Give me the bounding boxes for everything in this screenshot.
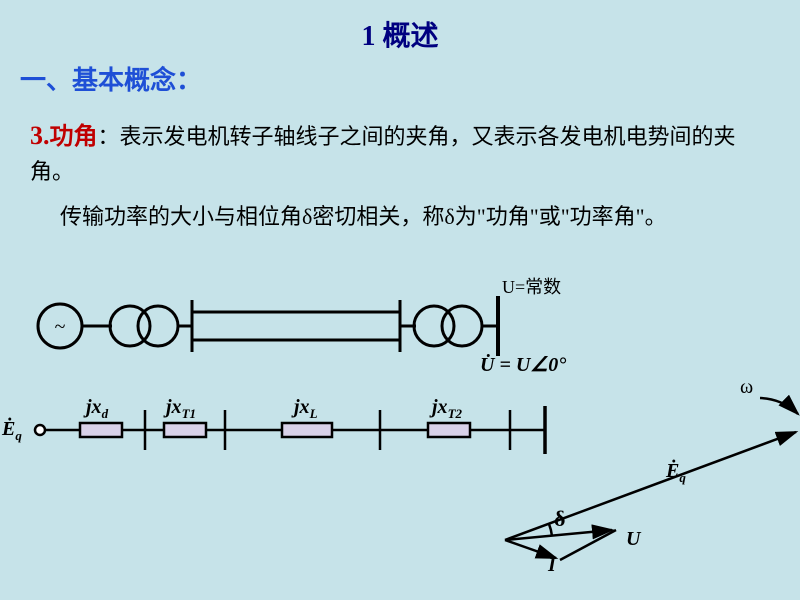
i-phasor-label: I [548,554,556,577]
delta-label: δ [554,506,565,532]
eq-phasor-label: Ėq [666,460,686,486]
omega-label: ω [740,376,753,399]
u-phasor-label: U [626,528,640,551]
phasor-diagram [0,0,800,600]
